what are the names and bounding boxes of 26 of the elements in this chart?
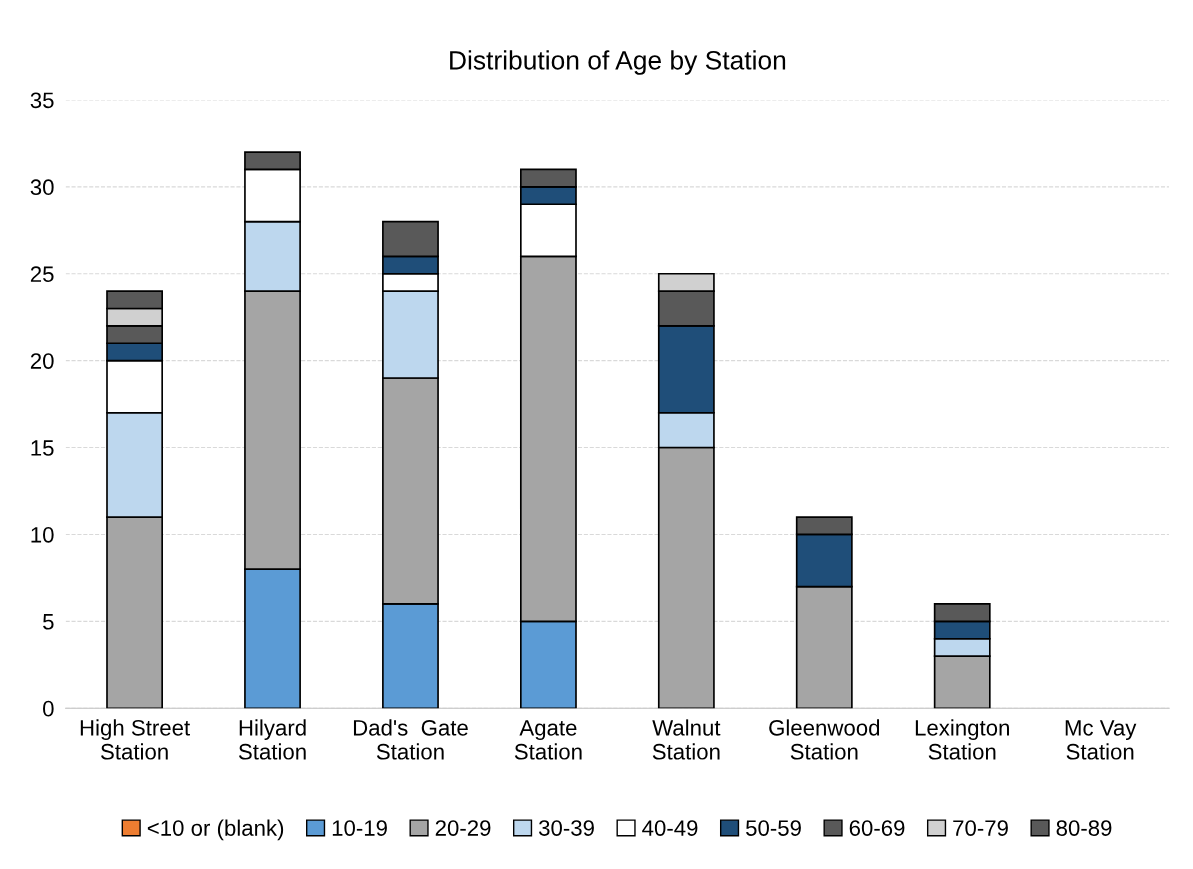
legend-label: 80-89 [1056, 820, 1112, 836]
x-tick-label: Agate Station [514, 720, 582, 760]
y-tick-label: 10 [31, 526, 54, 543]
legend-label: <10 or (blank) [147, 819, 284, 841]
x-tick-label: Gleenwood Station [769, 719, 880, 760]
chart-title: Distribution of Age by Station [450, 50, 786, 75]
y-tick-label: 30 [30, 179, 54, 196]
legend-label: 20-29 [435, 820, 491, 836]
x-tick-label: Walnut Station [652, 719, 721, 760]
legend-label: 40-49 [642, 820, 698, 836]
legend-label: 50-59 [746, 820, 801, 836]
x-tick-label: Hilyard Station [238, 719, 306, 760]
y-tick-label: 0 [43, 700, 54, 717]
x-tick-label: High Street Station [80, 719, 191, 760]
legend-label: 60-69 [849, 820, 905, 836]
legend-label: 10-19 [332, 820, 387, 836]
y-tick-label: 35 [30, 92, 54, 109]
y-tick-label: 20 [30, 353, 54, 369]
legend-label: 70-79 [953, 820, 1008, 836]
legend-label: 30-39 [538, 820, 594, 836]
x-tick-label: Mc Vay Station [1065, 720, 1137, 760]
y-tick-label: 15 [31, 440, 54, 456]
x-tick-label: Dad's Gate Station [353, 719, 468, 760]
y-tick-label: 25 [30, 266, 54, 283]
y-tick-label: 5 [43, 614, 54, 630]
x-tick-label: Lexington Station [915, 719, 1009, 760]
